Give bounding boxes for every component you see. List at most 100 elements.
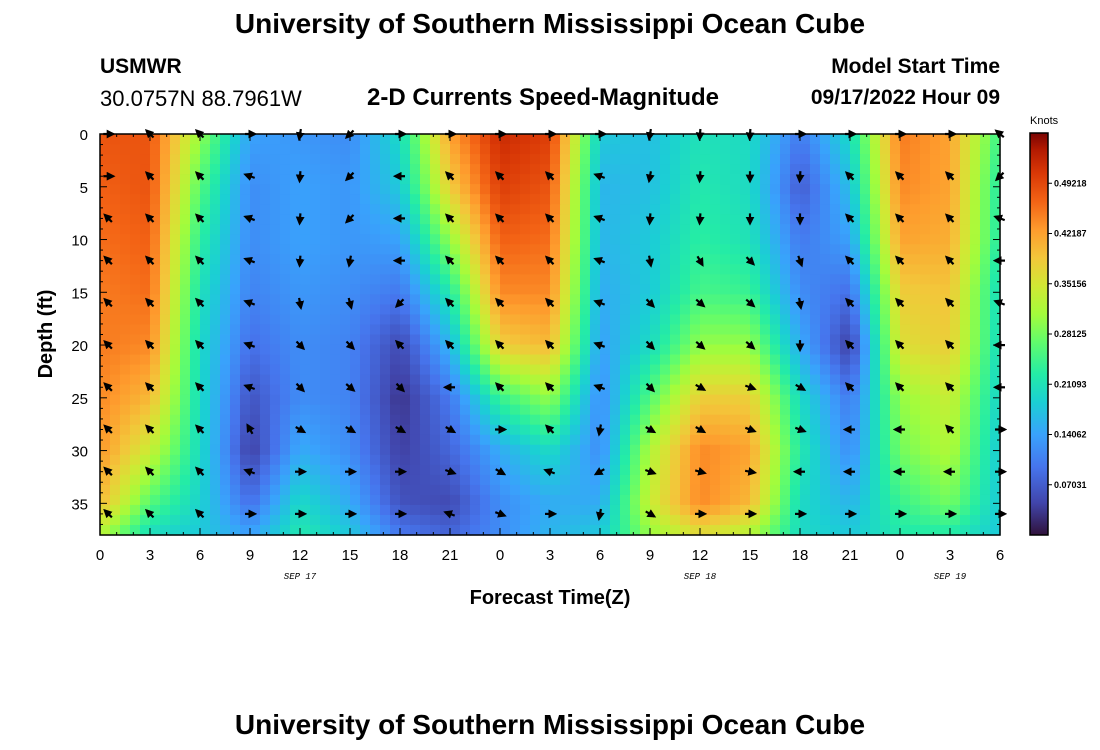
heat-cell	[170, 214, 181, 225]
heat-cell	[790, 244, 801, 255]
heat-cell	[430, 404, 441, 416]
heat-cell	[590, 234, 601, 245]
heat-cell	[330, 314, 341, 326]
heat-cell	[720, 444, 731, 456]
heat-cell	[160, 444, 171, 456]
current-arrow	[745, 340, 756, 350]
heat-cell	[660, 444, 671, 456]
heat-cell	[980, 194, 991, 205]
heat-cell	[200, 144, 211, 155]
heat-cell	[460, 444, 471, 456]
heat-cell	[820, 334, 831, 346]
heat-cell	[670, 424, 681, 436]
heat-cell	[520, 354, 531, 366]
heat-cell	[540, 454, 551, 466]
heat-cell	[510, 264, 521, 275]
y-tick-label: 30	[71, 444, 88, 461]
heat-cell	[960, 364, 971, 376]
heat-cell	[620, 304, 631, 316]
current-arrow	[345, 382, 356, 392]
heat-cell	[300, 384, 311, 396]
heat-cell	[630, 204, 641, 215]
heat-cell	[570, 324, 581, 336]
heat-cell	[170, 284, 181, 296]
heat-cell	[450, 414, 461, 426]
heat-cell	[780, 504, 791, 516]
heat-cell	[750, 254, 761, 265]
heat-cell	[640, 144, 651, 155]
colorbar	[1029, 132, 1049, 536]
heat-cell	[180, 194, 191, 205]
heat-cell	[520, 234, 531, 245]
heat-cell	[110, 314, 121, 326]
heat-cell	[390, 304, 401, 316]
heat-cell	[560, 134, 571, 145]
heat-cell	[750, 264, 761, 275]
heat-cell	[560, 204, 571, 215]
heat-cell	[520, 134, 531, 145]
heat-cell	[180, 504, 191, 516]
heat-cell	[680, 334, 691, 346]
heat-cell	[930, 244, 941, 255]
heat-cell	[650, 474, 661, 486]
heat-cell	[300, 414, 311, 426]
heat-cell	[180, 264, 191, 275]
heat-cell	[910, 134, 921, 145]
heat-cell	[440, 134, 451, 145]
heat-cell	[380, 374, 391, 386]
heat-cell	[910, 204, 921, 215]
heat-cell	[690, 424, 701, 436]
heat-cell	[630, 484, 641, 496]
heat-cell	[370, 364, 381, 376]
heat-cell	[210, 354, 221, 366]
current-arrow	[345, 340, 356, 351]
current-arrow	[444, 467, 457, 476]
heat-cell	[700, 324, 711, 336]
heat-cell	[670, 504, 681, 516]
heat-cell	[960, 494, 971, 506]
heat-cell	[290, 154, 301, 165]
heat-cell	[310, 444, 321, 456]
heat-cell	[550, 214, 561, 225]
current-arrow	[144, 297, 155, 308]
current-arrow	[494, 509, 507, 518]
heat-cell	[940, 334, 951, 346]
heat-cell	[720, 334, 731, 346]
heat-cell	[550, 144, 561, 155]
heat-cell	[970, 304, 981, 316]
heat-cell	[240, 274, 251, 285]
heat-cell	[930, 514, 941, 526]
heat-cell	[870, 464, 881, 476]
heat-cell	[500, 434, 511, 446]
heat-cell	[490, 164, 501, 175]
heat-cell	[350, 214, 361, 225]
heat-cell	[320, 444, 331, 456]
heat-cell	[920, 314, 931, 326]
heat-cell	[650, 234, 661, 245]
heat-cell	[660, 214, 671, 225]
heat-cell	[350, 374, 361, 386]
heat-cell	[910, 264, 921, 275]
heat-cell	[340, 194, 351, 205]
heat-cell	[970, 194, 981, 205]
heat-cell	[840, 404, 851, 416]
heat-cell	[710, 494, 721, 506]
heat-cell	[970, 274, 981, 285]
heat-cell	[230, 304, 241, 316]
heat-cell	[820, 304, 831, 316]
heat-cell	[940, 494, 951, 506]
heat-cell	[370, 424, 381, 436]
heat-cell	[580, 504, 591, 516]
heat-cell	[990, 514, 1001, 526]
heat-cell	[120, 514, 131, 526]
heat-cell	[450, 354, 461, 366]
heat-cell	[160, 404, 171, 416]
heat-cell	[750, 274, 761, 285]
heat-cell	[930, 484, 941, 496]
heat-cell	[290, 224, 301, 235]
heat-cell	[770, 514, 781, 526]
heat-cell	[490, 354, 501, 366]
heat-cell	[360, 394, 371, 406]
heat-cell	[610, 504, 621, 516]
heat-cell	[360, 334, 371, 346]
